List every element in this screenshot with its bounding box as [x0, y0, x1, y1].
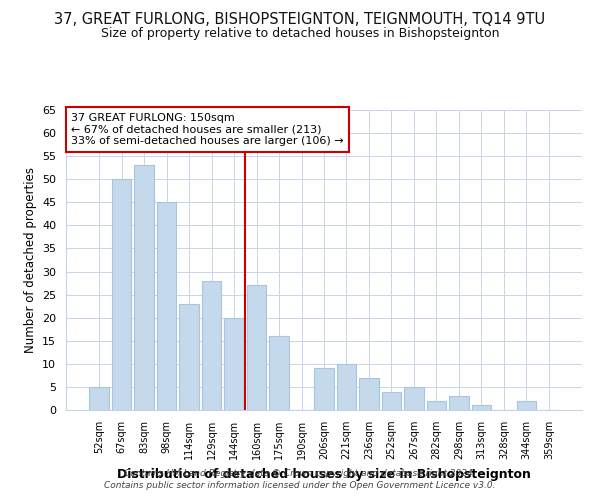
Text: 37 GREAT FURLONG: 150sqm
← 67% of detached houses are smaller (213)
33% of semi-: 37 GREAT FURLONG: 150sqm ← 67% of detach… [71, 113, 344, 146]
Text: 37, GREAT FURLONG, BISHOPSTEIGNTON, TEIGNMOUTH, TQ14 9TU: 37, GREAT FURLONG, BISHOPSTEIGNTON, TEIG… [55, 12, 545, 28]
Bar [247, 286, 266, 410]
Y-axis label: Number of detached properties: Number of detached properties [23, 167, 37, 353]
Bar [157, 202, 176, 410]
Bar [382, 392, 401, 410]
Bar [472, 406, 491, 410]
Bar [517, 401, 536, 410]
Bar [404, 387, 424, 410]
X-axis label: Distribution of detached houses by size in Bishopsteignton: Distribution of detached houses by size … [117, 468, 531, 480]
Bar [314, 368, 334, 410]
Text: Contains HM Land Registry data © Crown copyright and database right 2024.: Contains HM Land Registry data © Crown c… [124, 468, 476, 477]
Text: Contains public sector information licensed under the Open Government Licence v3: Contains public sector information licen… [104, 481, 496, 490]
Bar [449, 396, 469, 410]
Bar [202, 281, 221, 410]
Bar [134, 166, 154, 410]
Bar [224, 318, 244, 410]
Bar [427, 401, 446, 410]
Bar [179, 304, 199, 410]
Bar [112, 179, 131, 410]
Bar [337, 364, 356, 410]
Bar [269, 336, 289, 410]
Bar [89, 387, 109, 410]
Text: Size of property relative to detached houses in Bishopsteignton: Size of property relative to detached ho… [101, 28, 499, 40]
Bar [359, 378, 379, 410]
